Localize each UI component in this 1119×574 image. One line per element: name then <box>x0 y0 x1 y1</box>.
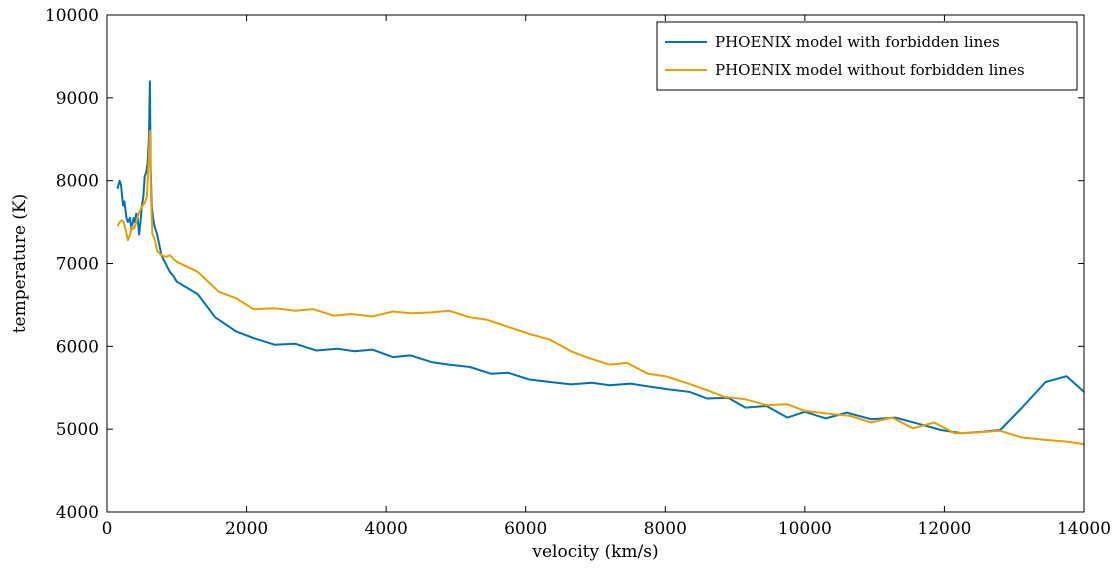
y-tick-label: 6000 <box>56 337 99 357</box>
x-tick-label: 8000 <box>644 519 687 539</box>
legend: PHOENIX model with forbidden lines PHOENI… <box>656 21 1078 91</box>
legend-label-2: PHOENIX model without forbidden lines <box>715 61 1025 79</box>
y-tick-label: 5000 <box>56 420 99 440</box>
y-tick-label: 10000 <box>45 6 99 26</box>
series-layer <box>116 80 1085 446</box>
legend-label-1: PHOENIX model with forbidden lines <box>715 33 1000 51</box>
x-tick-label: 12000 <box>917 519 971 539</box>
series-line-1 <box>116 80 1085 435</box>
x-tick-label: 10000 <box>778 519 832 539</box>
y-tick-label: 7000 <box>56 255 99 275</box>
x-tick-label: 4000 <box>365 519 408 539</box>
x-tick-label: 0 <box>102 519 113 539</box>
y-axis-label: temperature (K) <box>10 194 30 334</box>
x-tick-label: 14000 <box>1057 519 1111 539</box>
x-tick-label: 6000 <box>504 519 547 539</box>
y-tick-label: 4000 <box>56 503 99 523</box>
x-axis: 0 2000 4000 6000 8000 10000 12000 14000 <box>102 15 1111 539</box>
y-axis: 4000 5000 6000 7000 8000 9000 10000 <box>45 6 1084 523</box>
series-line-2 <box>116 130 1085 446</box>
y-tick-label: 9000 <box>56 89 99 109</box>
plot-area <box>107 15 1084 512</box>
legend-box <box>656 21 1078 91</box>
x-axis-label: velocity (km/s) <box>531 542 658 562</box>
x-tick-label: 2000 <box>225 519 268 539</box>
y-tick-label: 8000 <box>56 172 99 192</box>
